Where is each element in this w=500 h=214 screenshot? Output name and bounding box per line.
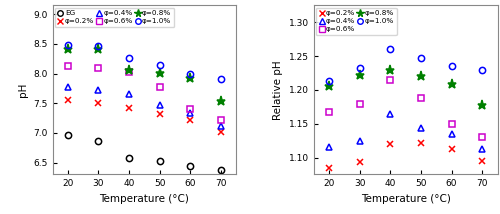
Legend: EG, φ=0.2%, φ=0.4%, φ=0.6%, φ=0.8%, φ=1.0%: EG, φ=0.2%, φ=0.4%, φ=0.6%, φ=0.8%, φ=1.…: [54, 7, 174, 27]
X-axis label: Temperature (°C): Temperature (°C): [100, 194, 190, 204]
Legend: φ=0.2%, φ=0.4%, φ=0.6%, φ=0.8%, φ=1.0%: φ=0.2%, φ=0.4%, φ=0.6%, φ=0.8%, φ=1.0%: [316, 7, 396, 35]
X-axis label: Temperature (°C): Temperature (°C): [360, 194, 450, 204]
Y-axis label: pH: pH: [18, 83, 28, 97]
Y-axis label: Relative pH: Relative pH: [273, 60, 283, 120]
